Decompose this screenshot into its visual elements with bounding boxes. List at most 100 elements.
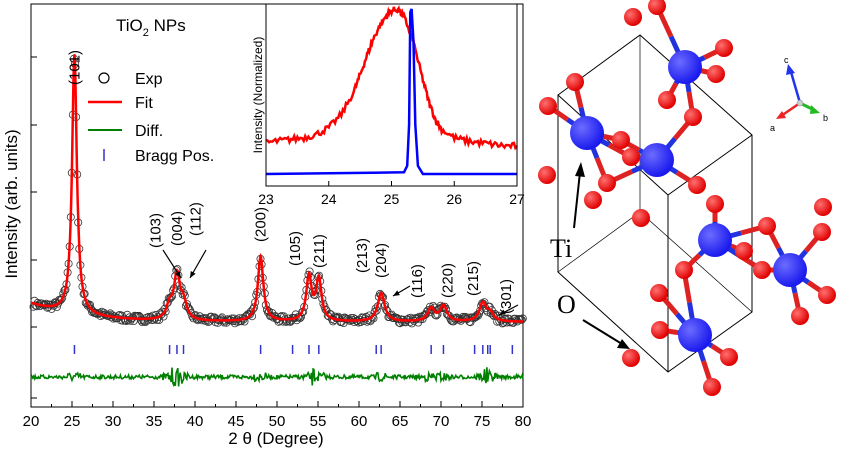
chart-title: TiO2 NPs (116, 16, 186, 39)
exp-point (368, 312, 377, 321)
oxygen-atom (688, 176, 706, 194)
peak-label: (103) (148, 213, 165, 248)
peak-arrowhead (175, 271, 181, 278)
x-tick-label: 50 (269, 413, 286, 430)
oxygen-atom (707, 65, 725, 83)
a-axis-arrow (780, 101, 801, 118)
peak-label: (220) (440, 263, 457, 298)
x-tick-label: 30 (105, 413, 122, 430)
peak-arrows (162, 249, 519, 316)
oxygen-atom (622, 148, 640, 166)
x-tick-label: 35 (146, 413, 163, 430)
peak-label: (211) (311, 234, 328, 268)
oxygen-atom (624, 8, 642, 26)
x-tick-label: 20 (23, 413, 40, 430)
o-arrow (582, 319, 623, 345)
oxygen-atom (758, 217, 776, 235)
oxygen-atom (791, 307, 809, 325)
x-tick-label: 40 (187, 413, 204, 430)
ti-arrow (573, 171, 581, 229)
oxygen-atom (715, 39, 733, 57)
xrd-plot: 20 25 30 35 40 45 50 55 60 65 70 75 80 (101) (103) (00… (2, 3, 532, 448)
b-axis-arrowhead (810, 105, 820, 114)
exp-point (57, 295, 66, 304)
inset-y-axis-label: Intensity (Normalized) (251, 37, 265, 154)
inset-x-axis: 23 24 25 26 27 (258, 181, 525, 207)
oxygen-atom (818, 286, 836, 304)
oxygen-atom (651, 321, 669, 339)
oxygen-atom (648, 0, 666, 15)
peak-label: (004) (169, 211, 186, 246)
xrd-y-axis (31, 56, 37, 399)
oxygen-atom (735, 242, 753, 260)
legend: Exp Fit Diff. Bragg Pos. (88, 71, 214, 165)
c-axis-arrow (789, 71, 802, 104)
y-axis-label: Intensity (arb. units) (2, 129, 21, 278)
inset-blue-series-line (265, 8, 517, 176)
peak-label: (213) (354, 238, 371, 273)
titanium-atom (668, 50, 702, 84)
x-tick-label: 70 (433, 413, 450, 430)
x-tick-label: 55 (310, 413, 327, 430)
crystal-structure: c a b Ti O (538, 0, 836, 396)
peak-label: (204) (373, 243, 390, 278)
peak-label: (101) (67, 50, 84, 85)
exp-point (56, 296, 65, 305)
x-tick-label: 75 (474, 413, 491, 430)
peak-label: (215) (465, 261, 482, 296)
o-arrowhead (617, 339, 630, 349)
peak-label: (200) (253, 207, 270, 242)
x-tick-label: 60 (351, 413, 368, 430)
legend-exp-marker (98, 72, 110, 84)
inset-x-tick-label: 24 (321, 191, 337, 207)
oxygen-atom (612, 131, 630, 149)
oxygen-atom (814, 198, 832, 216)
ti-arrowhead (575, 162, 585, 177)
legend-exp-label: Exp (135, 71, 163, 88)
titanium-atom (678, 318, 712, 352)
peak-label: (301) (498, 279, 515, 314)
orientation-axes: c a b (770, 55, 828, 133)
x-tick-label: 80 (515, 413, 532, 430)
oxygen-atom (539, 97, 557, 115)
diff-series-line (30, 367, 524, 388)
exp-point (149, 315, 158, 324)
exp-point (276, 312, 285, 321)
oxygen-atom (684, 108, 702, 126)
oxygen-atom (632, 209, 650, 227)
a-axis-arrowhead (776, 111, 786, 119)
c-axis-label: c (784, 55, 789, 65)
atoms (538, 0, 836, 396)
oxygen-atom (703, 378, 721, 396)
oxygen-atom (706, 195, 724, 213)
oxygen-atom (658, 91, 676, 109)
inset-plot: 23 24 25 26 27 Intensity (Normalized) (251, 3, 525, 207)
ti-label: Ti (550, 234, 572, 263)
titanium-atom (640, 143, 674, 177)
oxygen-atom (720, 348, 738, 366)
x-axis-label: 2 θ (Degree) (228, 429, 323, 448)
x-tick-label: 65 (392, 413, 409, 430)
peak-labels: (101) (103) (004) (112) (200) (105) (211) (213)… (67, 50, 516, 314)
xrd-x-axis: 20 25 30 35 40 45 50 55 60 65 70 75 80 (23, 401, 532, 430)
exp-point (433, 310, 442, 319)
a-axis-label: a (770, 123, 775, 133)
x-tick-label: 45 (228, 413, 245, 430)
bragg-series (73, 345, 514, 354)
peak-label: (116) (409, 264, 426, 298)
exp-point (488, 310, 497, 319)
oxygen-atom (675, 261, 693, 279)
inset-x-tick-label: 25 (384, 191, 400, 207)
oxygen-atom (650, 284, 668, 302)
titanium-atom (570, 116, 604, 150)
titanium-atom (698, 223, 732, 257)
peak-arrowhead (499, 309, 506, 315)
inset-red-series-line (265, 5, 518, 151)
peak-arrowhead (393, 290, 400, 296)
oxygen-atom (813, 223, 831, 241)
inset-background (266, 4, 517, 186)
peak-arrowhead (190, 271, 196, 278)
oxygen-atom (566, 73, 584, 91)
oxygen-atom (598, 174, 616, 192)
